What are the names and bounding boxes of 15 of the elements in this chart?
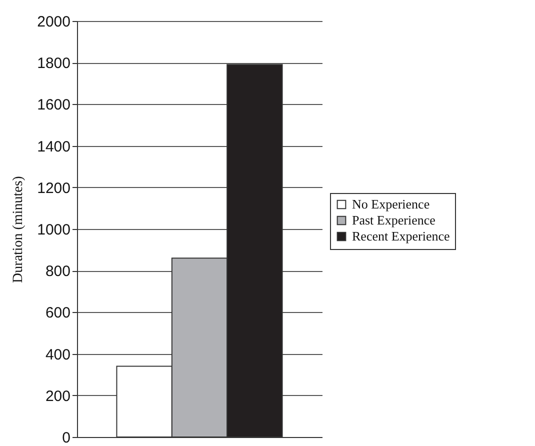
y-tick-label: 1000 xyxy=(37,222,70,238)
y-axis-title: Duration (minutes) xyxy=(11,176,26,283)
y-tick-label: 1400 xyxy=(37,138,70,156)
y-tick-label: 2000 xyxy=(37,14,70,30)
y-tick-label: 1600 xyxy=(37,96,70,114)
y-tick-label: 400 xyxy=(45,346,70,364)
y-tick-label: 0 xyxy=(62,430,70,446)
y-tick-label: 600 xyxy=(45,304,70,322)
y-tick-label: 800 xyxy=(45,263,70,280)
legend-label: Past Experience xyxy=(352,212,436,228)
y-tick-label: 1800 xyxy=(37,55,70,72)
y-tick-label: 200 xyxy=(45,388,70,405)
y-tick-label: 1200 xyxy=(37,180,70,197)
legend-label: No Experience xyxy=(352,196,430,212)
legend-label: Recent Experience xyxy=(352,228,450,244)
